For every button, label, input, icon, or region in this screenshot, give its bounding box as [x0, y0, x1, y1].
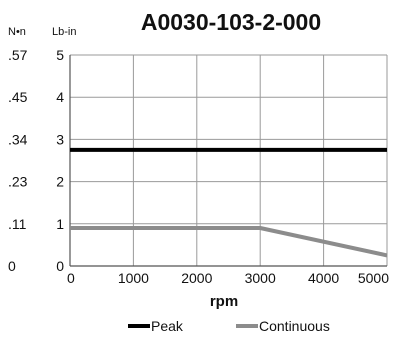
y-tick-label-lbin: 1 — [56, 216, 64, 232]
tick-labels: 001.112.233.344.455.570 1000 2000 3000 4000 5… — [8, 47, 389, 286]
x-tick-label: 5000 — [358, 270, 389, 286]
series — [70, 147, 388, 258]
x-tick-label: 0 — [67, 270, 75, 286]
series-line-continuous — [70, 226, 388, 258]
y-tick-label-lbin: 2 — [56, 174, 64, 190]
x-tick-label: 1000 — [118, 270, 149, 286]
y-tick-label-nm: .34 — [8, 131, 28, 147]
legend-label-continuous: Continuous — [259, 318, 330, 334]
x-axis-label: rpm — [210, 293, 238, 310]
legend-label-peak: Peak — [151, 318, 184, 334]
y-tick-label-lbin: 3 — [56, 131, 64, 147]
y-tick-label-lbin: 0 — [56, 258, 64, 274]
y-tick-label-nm: 0 — [8, 258, 16, 274]
y-tick-label-nm: .45 — [8, 89, 28, 105]
x-tick-label: 3000 — [245, 270, 276, 286]
y-tick-label-lbin: 5 — [56, 47, 64, 63]
y-tick-label-nm: .23 — [8, 174, 28, 190]
x-tick-label: 2000 — [181, 270, 212, 286]
x-tick-label: 4000 — [308, 270, 339, 286]
y-tick-label-lbin: 4 — [56, 89, 64, 105]
y-axis-unit-lbin: Lb-in — [52, 26, 76, 38]
legend: Peak Continuous — [128, 318, 330, 334]
y-tick-label-nm: .11 — [8, 216, 27, 232]
y-axis-unit-nm: N•n — [8, 26, 26, 38]
grid — [69, 54, 388, 267]
y-tick-label-nm: .57 — [8, 47, 28, 63]
chart-title: A0030-103-2-000 — [141, 9, 321, 35]
